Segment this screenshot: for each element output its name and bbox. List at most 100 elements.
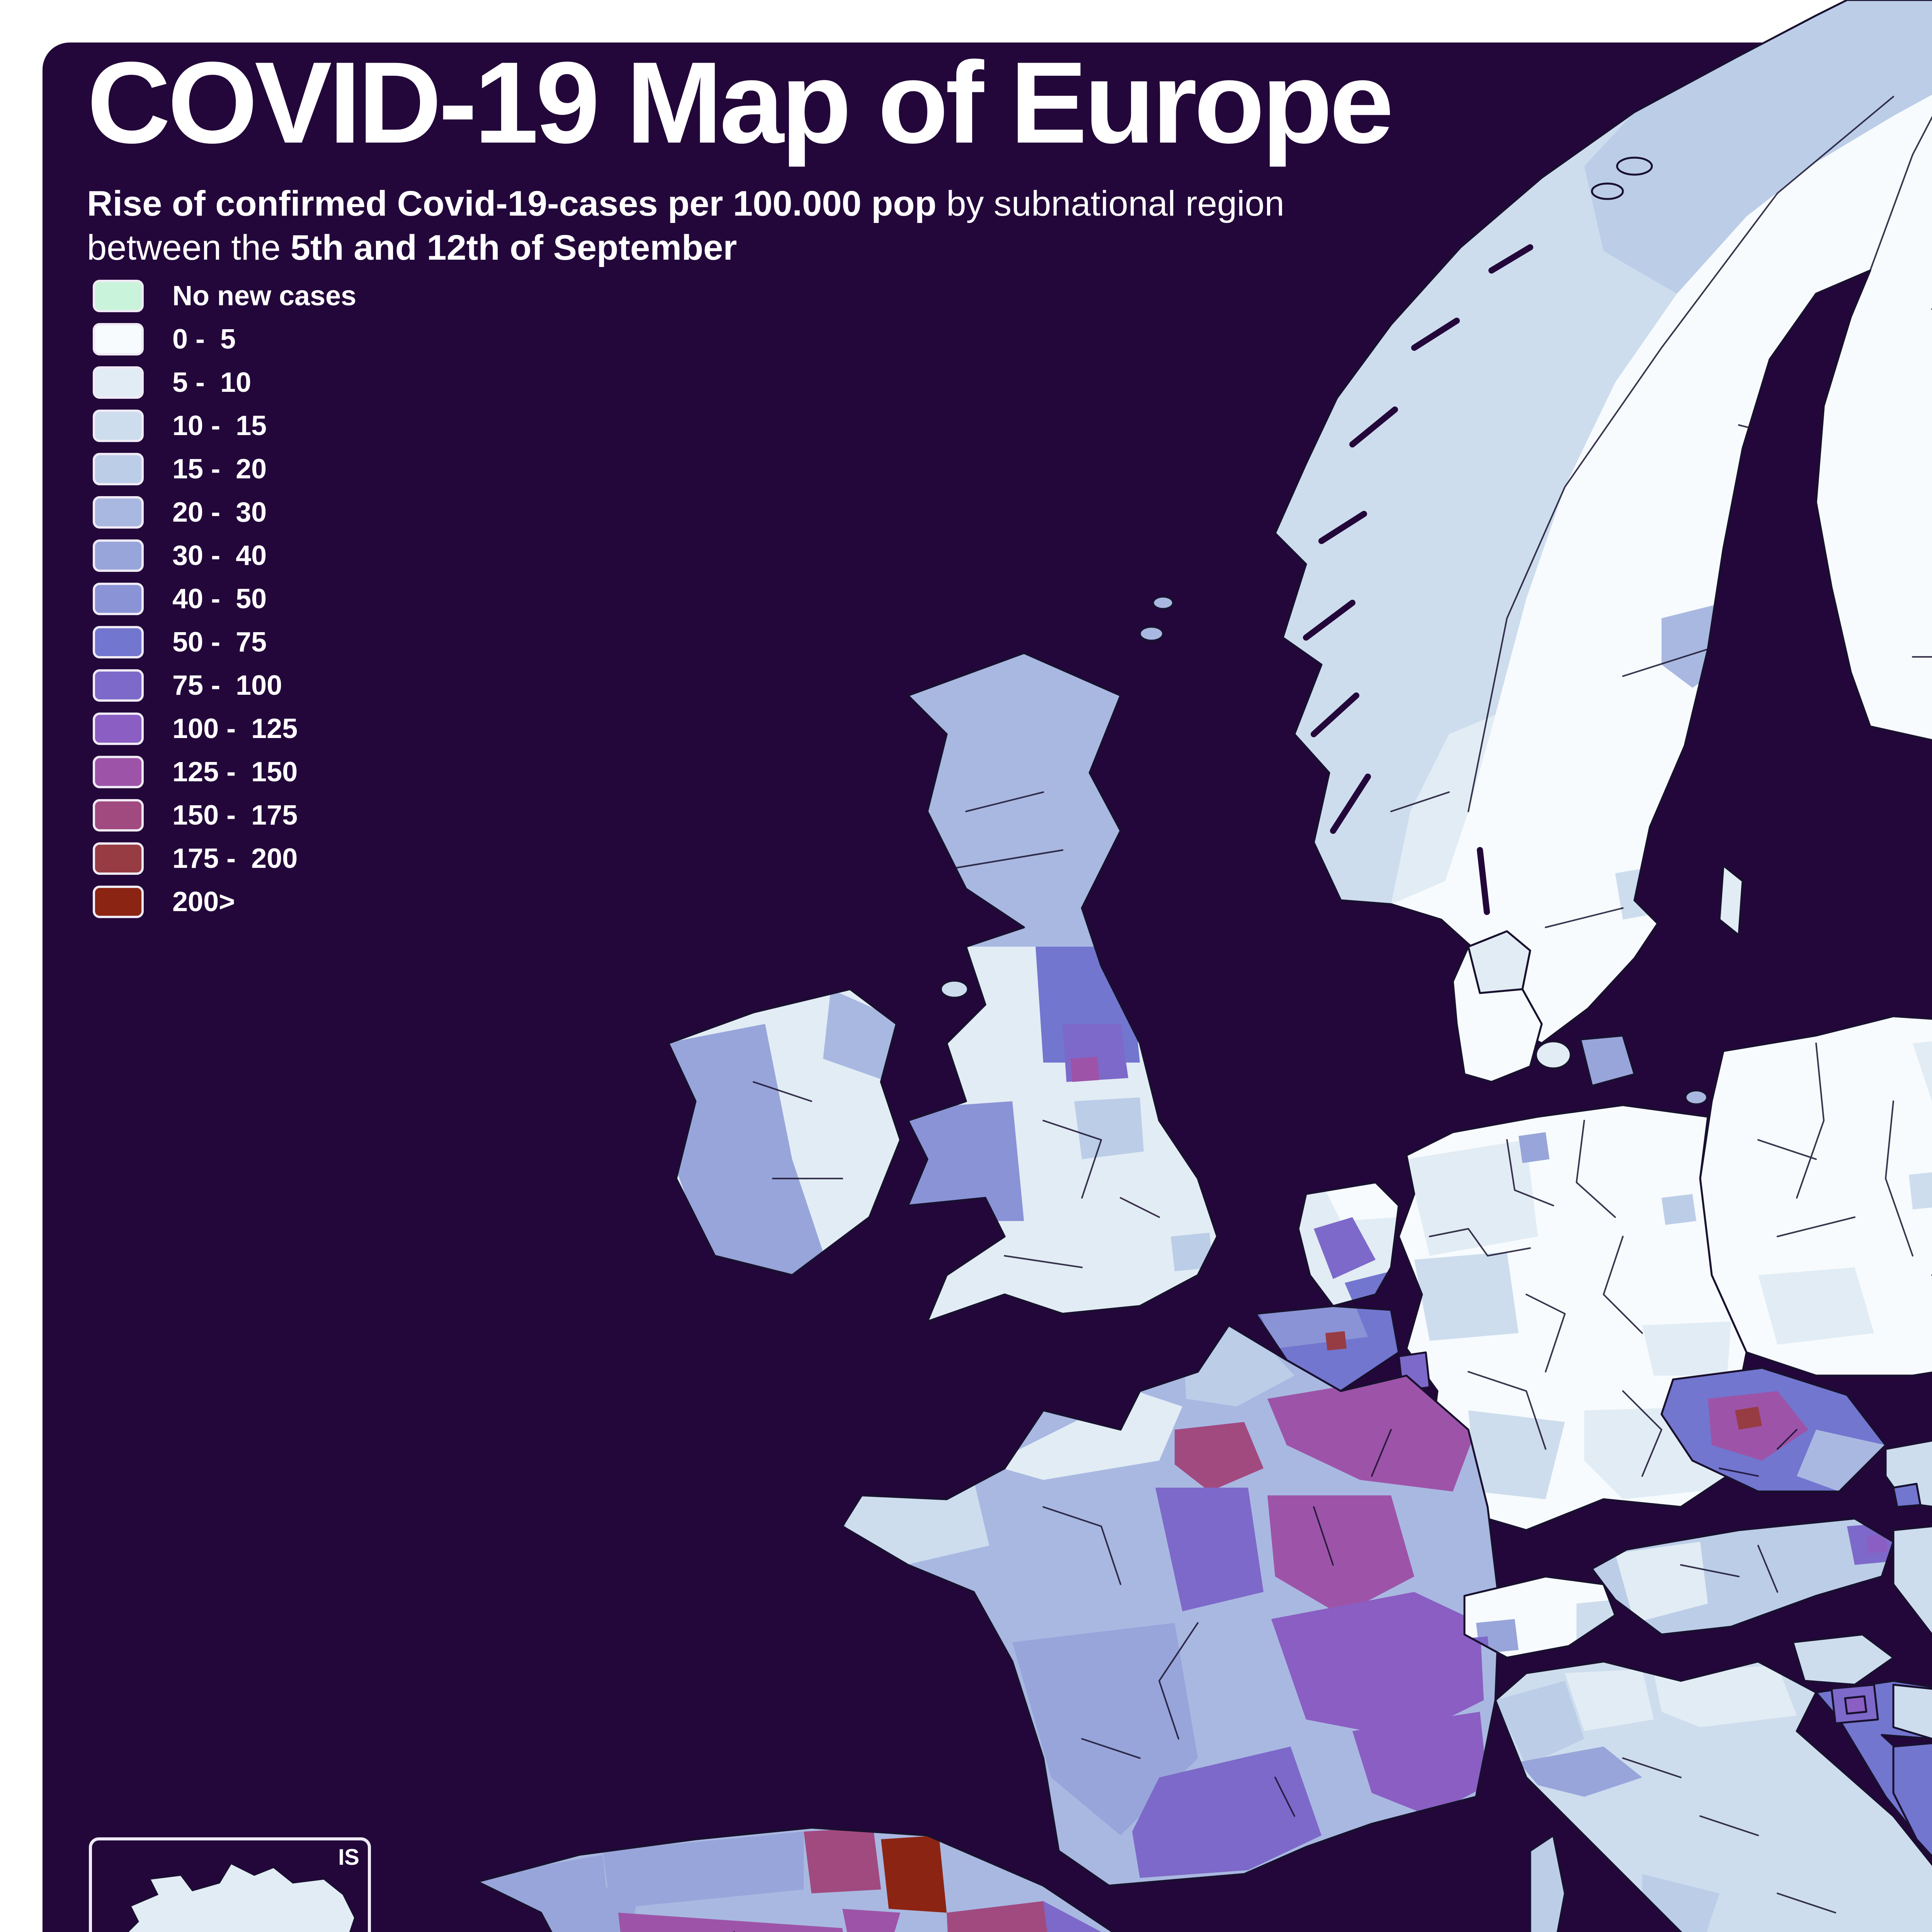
legend-swatch	[93, 453, 144, 485]
subtitle-line1-bold: Rise of confirmed Covid-19-cases per 100…	[87, 184, 937, 223]
legend-item: 75 - 100	[93, 664, 356, 707]
region-bratislava	[1892, 1483, 1922, 1508]
legend-item: 30 - 40	[93, 534, 356, 577]
region-basque	[804, 1828, 881, 1893]
legend-swatch	[93, 799, 144, 832]
region-balkans	[1793, 1634, 1932, 1932]
legend: No new cases 0 - 5 5 - 10 10 - 15 15 - 2…	[93, 274, 356, 923]
legend-swatch	[93, 669, 144, 702]
legend-swatch	[93, 626, 144, 658]
legend-label: 125 - 150	[172, 757, 298, 787]
region-london	[1171, 1233, 1213, 1271]
legend-item: 150 - 175	[93, 794, 356, 837]
legend-swatch	[93, 842, 144, 875]
legend-item: 50 - 75	[93, 621, 356, 664]
legend-label: 75 - 100	[172, 670, 282, 701]
header: COVID-19 Map of Europe Rise of confirmed…	[87, 37, 1394, 270]
inset-iceland[interactable]: IS	[89, 1837, 371, 1932]
subtitle-line2-pre: between the	[87, 228, 291, 267]
region-uk	[900, 653, 1217, 1321]
subtitle-line1-rest: by subnational region	[936, 184, 1284, 223]
region-rioja	[842, 1909, 900, 1932]
legend-swatch	[93, 583, 144, 615]
legend-item: 5 - 10	[93, 361, 356, 404]
region-austria	[1592, 1519, 1895, 1634]
region-norway	[1275, 0, 1932, 904]
legend-swatch	[93, 410, 144, 442]
legend-label: 50 - 75	[172, 627, 267, 658]
legend-item: No new cases	[93, 274, 356, 318]
isle-of-man	[940, 980, 969, 999]
legend-item: 20 - 30	[93, 491, 356, 534]
legend-item: 0 - 5	[93, 318, 356, 361]
legend-label: 20 - 30	[172, 497, 267, 528]
region-vienna	[1866, 1534, 1888, 1553]
norway-fjords	[1303, 244, 1533, 915]
legend-swatch	[93, 539, 144, 572]
region-wales	[908, 1101, 1024, 1221]
region-croatia-inland	[1892, 1684, 1932, 1740]
region-paca	[1352, 1712, 1488, 1816]
region-poland	[1700, 1005, 1932, 1376]
legend-item: 100 - 125	[93, 707, 356, 750]
legend-swatch	[93, 886, 144, 918]
legend-item: 15 - 20	[93, 447, 356, 491]
legend-item: 175 - 200	[93, 837, 356, 880]
subtitle: Rise of confirmed Covid-19-cases per 100…	[87, 182, 1391, 270]
region-bourgogne	[1267, 1495, 1414, 1615]
legend-swatch	[93, 756, 144, 788]
region-brittany	[842, 1480, 989, 1569]
legend-label: 40 - 50	[172, 583, 267, 614]
legend-label: 100 - 125	[172, 713, 298, 744]
region-fennoscandia	[1139, 0, 1932, 1051]
region-zagreb	[1844, 1695, 1867, 1715]
legend-item: 200>	[93, 880, 356, 923]
legend-label: 10 - 15	[172, 410, 267, 441]
region-navarra	[881, 1835, 947, 1913]
region-liguria	[1519, 1747, 1642, 1797]
region-grand-est	[1267, 1376, 1476, 1492]
region-corsica	[1530, 1835, 1565, 1932]
legend-label: 0 - 5	[172, 324, 236, 355]
region-norway-oslo	[1391, 715, 1495, 904]
region-veneto	[1654, 1665, 1797, 1727]
region-brussels	[1325, 1331, 1347, 1350]
region-berlin	[1662, 1194, 1696, 1225]
legend-swatch	[93, 280, 144, 312]
region-normandy	[989, 1391, 1182, 1480]
region-slovakia	[1886, 1430, 1932, 1511]
gotland	[1718, 864, 1744, 936]
legend-label: 5 - 10	[172, 367, 252, 398]
legend-swatch	[93, 496, 144, 529]
funen	[1535, 1040, 1572, 1070]
region-lombardia	[1565, 1669, 1654, 1731]
iceland	[127, 1863, 355, 1932]
region-occitanie	[1132, 1747, 1321, 1878]
region-prague	[1735, 1406, 1762, 1430]
region-randstad	[1314, 1217, 1376, 1279]
region-czechia	[1662, 1368, 1886, 1492]
region-ireland-west	[668, 1024, 831, 1275]
region-aura	[1271, 1592, 1484, 1739]
legend-label: No new cases	[172, 281, 357, 311]
region-slovenia	[1793, 1634, 1893, 1685]
legend-item: 40 - 50	[93, 577, 356, 621]
legend-label: 15 - 20	[172, 454, 267, 485]
region-ireland	[665, 989, 900, 1275]
bornholm	[1684, 1089, 1708, 1105]
page-title: COVID-19 Map of Europe	[87, 37, 1394, 167]
zealand-copenhagen	[1579, 1034, 1636, 1087]
region-lazio	[1642, 1874, 1719, 1932]
region-denmark	[1453, 930, 1708, 1105]
legend-item: 125 - 150	[93, 750, 356, 794]
region-iberia	[475, 1828, 1332, 1932]
legend-label: 150 - 175	[172, 800, 298, 831]
legend-label: 200>	[172, 886, 235, 917]
lofoten	[1616, 156, 1653, 176]
legend-item: 10 - 15	[93, 404, 356, 447]
legend-swatch	[93, 323, 144, 355]
subtitle-line2-bold: 5th and 12th of September	[290, 228, 737, 267]
region-norway-north	[1584, 0, 1932, 294]
legend-swatch	[93, 713, 144, 745]
